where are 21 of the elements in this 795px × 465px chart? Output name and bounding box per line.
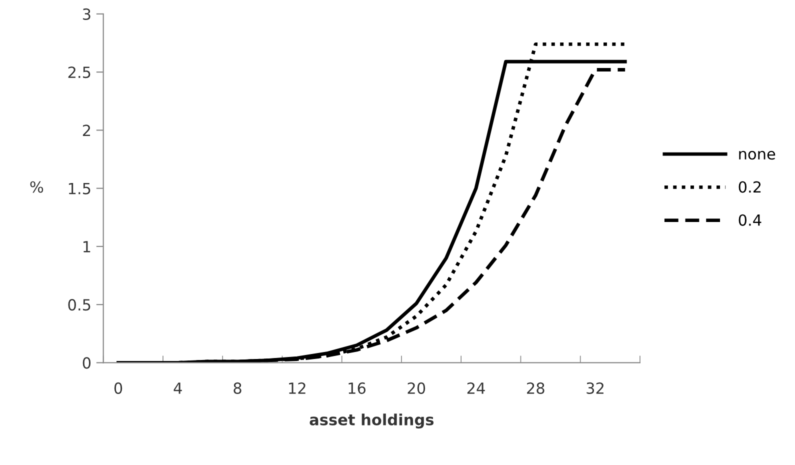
legend-label: 0.2	[738, 181, 761, 193]
y-axis-title: %	[30, 181, 44, 193]
x-tick-label: 12	[289, 382, 306, 394]
x-tick-label: 8	[234, 382, 242, 394]
y-tick-label: 0	[82, 357, 91, 369]
x-tick-label: 20	[408, 382, 426, 394]
x-tick-label: 32	[586, 382, 604, 394]
x-axis-title: asset holdings	[310, 414, 434, 429]
x-tick-label: 24	[467, 382, 485, 394]
legend-label: 0.4	[738, 214, 762, 226]
y-tick-label: 0.5	[68, 299, 90, 311]
y-tick-label: 1.5	[68, 182, 90, 194]
y-tick-label: 2	[82, 124, 90, 136]
x-tick-label: 4	[174, 382, 182, 394]
y-tick-label: 2.5	[68, 66, 90, 78]
legend-label: none	[739, 150, 776, 160]
x-tick-label: 0	[114, 382, 122, 394]
y-tick-label: 3	[82, 8, 90, 20]
y-tick-label: 1	[84, 241, 90, 252]
x-tick-label: 28	[527, 382, 544, 394]
x-tick-label: 16	[348, 382, 366, 394]
